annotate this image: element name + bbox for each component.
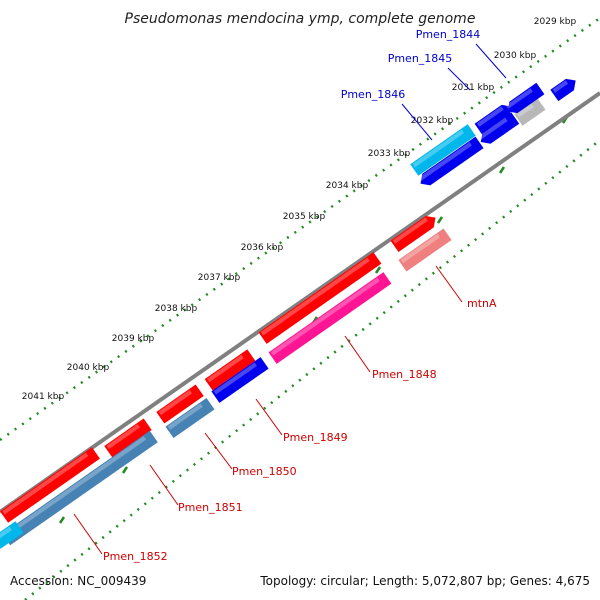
- kbp-label: 2030 kbp: [494, 51, 537, 61]
- outer-tick-ring: [0, 16, 600, 442]
- gene-labels: Pmen_1844 Pmen_1845 Pmen_1846 mtnA Pmen_1848…: [73, 28, 507, 563]
- gene-feature: [550, 78, 576, 102]
- genome-backbone: [0, 91, 600, 514]
- label-leader-line: [149, 464, 179, 506]
- gene-features: [0, 78, 576, 549]
- label-leader-line: [435, 265, 463, 303]
- gene-label: Pmen_1848: [372, 368, 437, 381]
- label-leader-line: [204, 432, 233, 470]
- gene-feature: [204, 349, 256, 391]
- gene-feature: [104, 418, 152, 458]
- label-leader-line: [475, 43, 507, 79]
- kbp-label: 2039 kbp: [112, 334, 155, 344]
- gene-feature: [478, 112, 520, 144]
- label-leader-line: [401, 103, 433, 141]
- kbp-label: 2041 kbp: [22, 392, 65, 402]
- gene-feature: [2, 430, 158, 546]
- gene-feature: [514, 98, 546, 126]
- gene-feature: [211, 357, 269, 403]
- kbp-scale-labels: 2029 kbp 2030 kbp 2031 kbp 2032 kbp 2033 kbp…: [22, 17, 577, 402]
- kbp-label: 2040 kbp: [67, 363, 110, 373]
- gene-feature: [418, 136, 484, 186]
- gene-feature: [156, 384, 204, 424]
- gene-label: Pmen_1851: [178, 501, 243, 514]
- gene-feature: [165, 397, 215, 439]
- major-ticks: [58, 116, 569, 524]
- map-title: Pseudomonas mendocina ymp, complete geno…: [125, 11, 476, 27]
- accession-text: Accession: NC_009439: [10, 574, 146, 588]
- label-leader-line: [447, 67, 471, 91]
- kbp-label: 2037 kbp: [198, 273, 241, 283]
- gene-label: Pmen_1849: [283, 431, 348, 444]
- tick-mark: [121, 466, 129, 474]
- gene-feature: [268, 272, 392, 364]
- gene-label: Pmen_1850: [232, 465, 297, 478]
- kbp-label: 2036 kbp: [241, 243, 284, 253]
- gene-feature: [390, 215, 436, 253]
- tick-mark: [58, 516, 66, 524]
- kbp-label: 2032 kbp: [411, 116, 454, 126]
- gene-label: Pmen_1846: [341, 88, 406, 101]
- gene-label: Pmen_1845: [388, 52, 453, 65]
- gene-feature: [0, 521, 24, 549]
- gene-label: Pmen_1844: [416, 28, 481, 41]
- genome-summary-text: Topology: circular; Length: 5,072,807 bp…: [259, 574, 590, 588]
- gene-feature: [0, 447, 100, 523]
- kbp-label: 2035 kbp: [283, 212, 326, 222]
- tick-mark: [498, 166, 506, 174]
- gene-feature: [505, 82, 545, 114]
- gene-feature: [410, 124, 476, 176]
- kbp-label: 2029 kbp: [534, 17, 577, 27]
- tick-mark: [374, 266, 382, 274]
- tick-mark: [436, 216, 444, 224]
- kbp-label: 2038 kbp: [155, 304, 198, 314]
- label-leader-line: [255, 398, 283, 436]
- gene-feature: [398, 228, 452, 272]
- kbp-label: 2033 kbp: [368, 149, 411, 159]
- gene-label: mtnA: [467, 297, 497, 310]
- gene-label: Pmen_1852: [103, 550, 168, 563]
- gene-feature: [474, 104, 512, 136]
- label-leader-line: [73, 513, 103, 555]
- kbp-label: 2031 kbp: [452, 83, 495, 93]
- label-leader-line: [344, 335, 371, 373]
- inner-tick-ring: [24, 139, 600, 600]
- kbp-label: 2034 kbp: [326, 181, 369, 191]
- gene-feature: [258, 252, 382, 344]
